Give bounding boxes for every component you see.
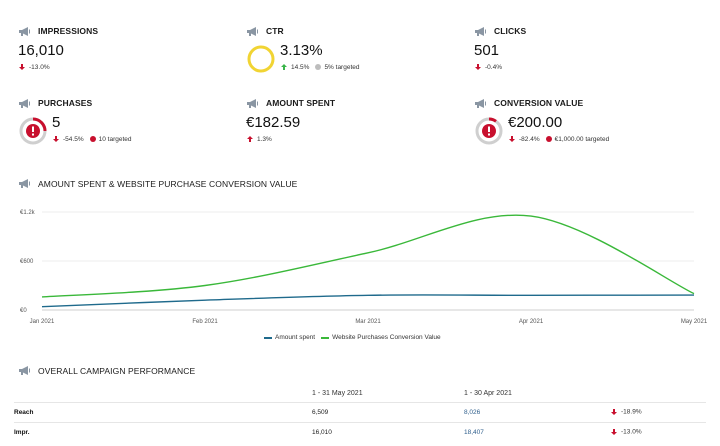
performance-title: OVERALL CAMPAIGN PERFORMANCE bbox=[38, 365, 196, 376]
kpi-amount-spent: AMOUNT SPENT €182.59 1.3% bbox=[246, 96, 466, 158]
legend-swatch-conversion bbox=[321, 336, 330, 339]
arrow-down-icon bbox=[53, 136, 59, 142]
target-dot bbox=[315, 64, 322, 70]
x-tick-label: Apr 2021 bbox=[519, 319, 544, 325]
target-dot bbox=[545, 136, 552, 142]
kpi-change: -13.0% bbox=[29, 63, 50, 71]
y-tick-label: €1.2k bbox=[20, 210, 36, 216]
previous-value: 18,407 bbox=[464, 421, 610, 442]
column-header-change bbox=[610, 386, 706, 402]
legend-swatch-amount bbox=[264, 336, 272, 339]
kpi-clicks: CLICKS 501 -0.4% bbox=[474, 24, 694, 86]
kpi-purchases: PURCHASES 5 -54.5% 10 targeted bbox=[18, 96, 238, 158]
kpi-label: AMOUNT SPENT bbox=[266, 98, 336, 108]
y-tick-label: €600 bbox=[20, 259, 34, 265]
x-tick-label: May 2021 bbox=[681, 319, 708, 325]
x-tick-label: Jan 2021 bbox=[30, 319, 55, 325]
kpi-target: 10 targeted bbox=[98, 135, 132, 143]
kpi-label: CONVERSION VALUE bbox=[494, 98, 584, 108]
row-label: Reach bbox=[14, 401, 312, 422]
megaphone-icon bbox=[247, 26, 258, 36]
table-row: Impr. 16,010 18,407 -13.0% bbox=[14, 421, 706, 442]
megaphone-icon bbox=[19, 366, 30, 375]
current-value: 6,509 bbox=[312, 401, 464, 422]
kpi-value: €200.00 bbox=[508, 114, 563, 131]
chart-title: AMOUNT SPENT & WEBSITE PURCHASE CONVERSI… bbox=[38, 178, 298, 189]
legend-label-amount: Amount spent bbox=[275, 334, 316, 341]
megaphone-icon bbox=[19, 98, 30, 108]
target-dot bbox=[89, 136, 96, 142]
kpi-change: 1.3% bbox=[257, 135, 272, 143]
arrow-up-icon bbox=[281, 64, 287, 70]
series-line-amount-spent bbox=[41, 294, 695, 308]
arrow-down-icon bbox=[475, 64, 481, 70]
arrow-down-icon bbox=[611, 409, 617, 415]
previous-value: 8,026 bbox=[464, 401, 610, 422]
megaphone-icon bbox=[475, 98, 486, 108]
table-header-row: 1 - 31 May 2021 1 - 30 Apr 2021 bbox=[14, 386, 706, 402]
kpi-change: -54.5% bbox=[63, 135, 84, 143]
change-value: -13.0% bbox=[621, 428, 642, 436]
column-header-previous: 1 - 30 Apr 2021 bbox=[464, 390, 512, 398]
megaphone-icon bbox=[19, 26, 30, 36]
arrow-down-icon bbox=[611, 429, 617, 436]
change-value: -18.9% bbox=[621, 408, 642, 416]
megaphone-icon bbox=[19, 179, 30, 188]
megaphone-icon bbox=[247, 98, 258, 108]
conversion-ring bbox=[474, 116, 504, 146]
change-cell: -13.0% bbox=[610, 421, 706, 442]
arrow-down-icon bbox=[509, 136, 515, 142]
kpi-value: 5 bbox=[52, 114, 61, 131]
purchases-ring bbox=[18, 116, 48, 146]
kpi-value: €182.59 bbox=[246, 114, 301, 131]
kpi-change: -0.4% bbox=[485, 63, 502, 71]
kpi-value: 501 bbox=[474, 42, 500, 59]
chart-legend: Amount spent Website Purchases Conversio… bbox=[264, 334, 441, 341]
row-label: Impr. bbox=[14, 421, 312, 442]
kpi-value: 3.13% bbox=[280, 42, 323, 59]
change-cell: -18.9% bbox=[610, 401, 706, 422]
column-header-current: 1 - 31 May 2021 bbox=[312, 390, 363, 398]
chart-section-header: AMOUNT SPENT & WEBSITE PURCHASE CONVERSI… bbox=[18, 178, 297, 189]
kpi-change: 14.5% bbox=[291, 63, 310, 71]
arrow-up-icon bbox=[247, 136, 253, 142]
series-line-conversion-value bbox=[41, 214, 695, 298]
performance-header: OVERALL CAMPAIGN PERFORMANCE bbox=[18, 365, 195, 376]
y-tick-label: €0 bbox=[20, 308, 27, 314]
kpi-change: -82.4% bbox=[519, 135, 540, 143]
kpi-impressions: IMPRESSIONS 16,010 -13.0% bbox=[18, 24, 238, 86]
kpi-target: €1,000.00 targeted bbox=[554, 135, 610, 143]
kpi-conversion-value: CONVERSION VALUE €200.00 -82.4% €1,000.0… bbox=[474, 96, 694, 158]
x-tick-label: Mar 2021 bbox=[355, 319, 381, 325]
performance-table: 1 - 31 May 2021 1 - 30 Apr 2021 Reach 6,… bbox=[14, 386, 706, 442]
ctr-ring bbox=[246, 44, 276, 74]
table-row: Reach 6,509 8,026 -18.9% bbox=[14, 401, 706, 422]
line-chart: €0 €600 €1.2k Jan 2021 Feb 2021 Mar 2021 Apr 2… bbox=[20, 210, 708, 325]
kpi-label: CTR bbox=[266, 26, 284, 36]
megaphone-icon bbox=[475, 26, 486, 36]
legend-label-conversion: Website Purchases Conversion Value bbox=[332, 334, 441, 341]
current-value: 16,010 bbox=[312, 421, 464, 442]
table-header-empty bbox=[14, 386, 312, 402]
kpi-value: 16,010 bbox=[18, 42, 64, 59]
kpi-label: PURCHASES bbox=[38, 98, 93, 108]
kpi-label: CLICKS bbox=[494, 26, 527, 36]
kpi-label: IMPRESSIONS bbox=[38, 26, 99, 36]
arrow-down-icon bbox=[19, 64, 25, 70]
kpi-target: 5% targeted bbox=[324, 63, 360, 71]
kpi-ctr: CTR 3.13% 14.5% 5% targeted bbox=[246, 24, 466, 86]
x-tick-label: Feb 2021 bbox=[192, 319, 218, 325]
